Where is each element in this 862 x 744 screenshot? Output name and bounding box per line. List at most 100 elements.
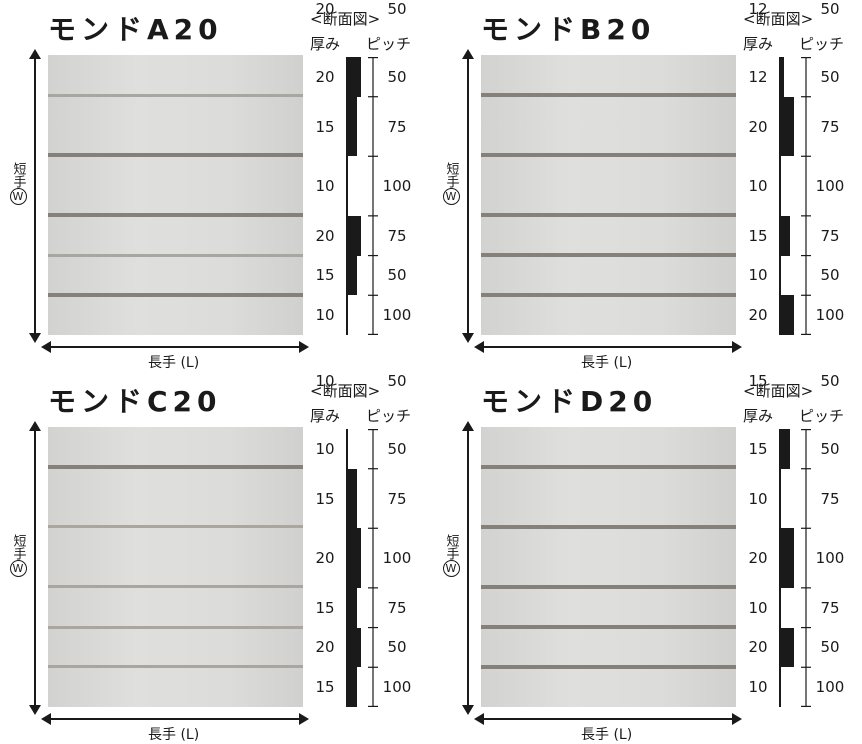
width-arrow	[29, 49, 41, 343]
pitch-value: 50	[820, 638, 840, 656]
profile-segment	[779, 429, 790, 469]
groove-line	[48, 525, 303, 528]
profile-segment	[779, 667, 781, 707]
profile-segment	[779, 295, 794, 335]
profile-segment	[779, 57, 784, 97]
groove-line	[481, 625, 736, 629]
width-label: 短手 W	[441, 162, 461, 205]
groove-line	[48, 153, 303, 157]
pitch-value: 50	[387, 638, 407, 656]
profile-segment	[346, 295, 348, 335]
pitch-value: 75	[820, 227, 840, 245]
groove-line	[481, 253, 736, 257]
pitch-value: 100	[382, 177, 412, 195]
thickness-value: 10	[748, 266, 768, 284]
width-label: 短手 W	[8, 534, 28, 577]
thickness-value: 10	[748, 678, 768, 696]
length-label: 長手 (L)	[148, 355, 200, 371]
cross-section-profile	[779, 429, 794, 707]
thickness-value: 20	[748, 549, 768, 567]
profile-segment	[779, 256, 781, 295]
thickness-value: 20	[315, 549, 335, 567]
profile-segment	[346, 97, 357, 156]
groove-line	[48, 213, 303, 217]
panel-title: モンドA20	[48, 13, 223, 46]
length-label: 長手 (L)	[581, 727, 633, 743]
pitch-value: 75	[387, 599, 407, 617]
groove-line	[48, 585, 303, 588]
profile-segment	[346, 667, 357, 707]
pitch-value: 50	[387, 372, 407, 390]
panel-photo	[481, 55, 736, 335]
groove-line	[48, 293, 303, 297]
profile-segment	[779, 469, 781, 528]
panel-photo	[481, 427, 736, 707]
pitch-value: 75	[387, 490, 407, 508]
pitch-value: 75	[820, 118, 840, 136]
thickness-value: 15	[748, 440, 768, 458]
panel-a: モンドA20 <断面図> 厚み ピッチ 短手 W 長手 (L) 20 50 15 75 10 100 20…	[0, 0, 431, 372]
profile-segment	[346, 256, 357, 295]
groove-line	[481, 465, 736, 469]
thickness-value: 10	[315, 177, 335, 195]
thickness-value: 20	[748, 118, 768, 136]
width-arrow	[29, 421, 41, 715]
groove-line	[481, 93, 736, 97]
panel-title: モンドD20	[481, 385, 658, 418]
groove-line	[48, 665, 303, 668]
length-arrow	[41, 341, 309, 353]
profile-segment	[346, 57, 361, 97]
groove-line	[481, 293, 736, 297]
profile-segment	[779, 216, 790, 256]
pitch-dimension-line	[368, 429, 378, 707]
groove-line	[48, 94, 303, 97]
thickness-value: 10	[748, 177, 768, 195]
pitch-header: ピッチ	[366, 407, 412, 425]
pitch-value: 100	[382, 306, 412, 324]
section-header: <断面図>	[310, 382, 381, 400]
length-arrow	[474, 341, 742, 353]
width-label: 短手 W	[441, 534, 461, 577]
profile-segment	[779, 628, 794, 667]
width-arrow	[462, 421, 474, 715]
thickness-value: 20	[315, 227, 335, 245]
thickness-value: 10	[748, 490, 768, 508]
width-label-text: 短手	[10, 534, 26, 560]
thickness-header: 厚み	[310, 35, 341, 53]
thickness-value: 15	[315, 118, 335, 136]
width-symbol: W	[442, 560, 460, 577]
profile-segment	[779, 97, 794, 156]
pitch-dimension-line	[368, 57, 378, 335]
thickness-value: 10	[315, 306, 335, 324]
pitch-header: ピッチ	[799, 407, 845, 425]
pitch-value: 100	[815, 549, 845, 567]
panel-b: モンドB20 <断面図> 厚み ピッチ 短手 W 長手 (L) 12 50 20 75 10 100 15…	[433, 0, 862, 372]
profile-segment	[346, 528, 361, 588]
pitch-value: 100	[815, 306, 845, 324]
width-label-text: 短手	[443, 534, 459, 560]
cross-section-profile	[779, 57, 794, 335]
panel-photo	[48, 55, 303, 335]
thickness-header: 厚み	[310, 407, 341, 425]
profile-segment	[346, 628, 361, 667]
profile-segment	[779, 588, 781, 628]
pitch-value: 75	[387, 118, 407, 136]
panel-c: モンドC20 <断面図> 厚み ピッチ 短手 W 長手 (L) 10 50 15 75 20 100 15…	[0, 372, 431, 744]
panel-title: モンドC20	[48, 385, 222, 418]
pitch-value: 50	[387, 68, 407, 86]
profile-segment	[346, 588, 357, 628]
cross-section-profile	[346, 429, 361, 707]
profile-segment	[346, 216, 361, 256]
profile-segment	[346, 469, 357, 528]
groove-line	[481, 665, 736, 669]
groove-line	[481, 213, 736, 217]
groove-line	[48, 254, 303, 257]
width-label-text: 短手	[443, 162, 459, 188]
pitch-value: 75	[820, 599, 840, 617]
profile-segment	[779, 528, 794, 588]
thickness-value: 15	[748, 227, 768, 245]
panel-photo	[48, 427, 303, 707]
groove-line	[481, 585, 736, 589]
pitch-value: 50	[387, 266, 407, 284]
section-header: <断面図>	[743, 10, 814, 28]
